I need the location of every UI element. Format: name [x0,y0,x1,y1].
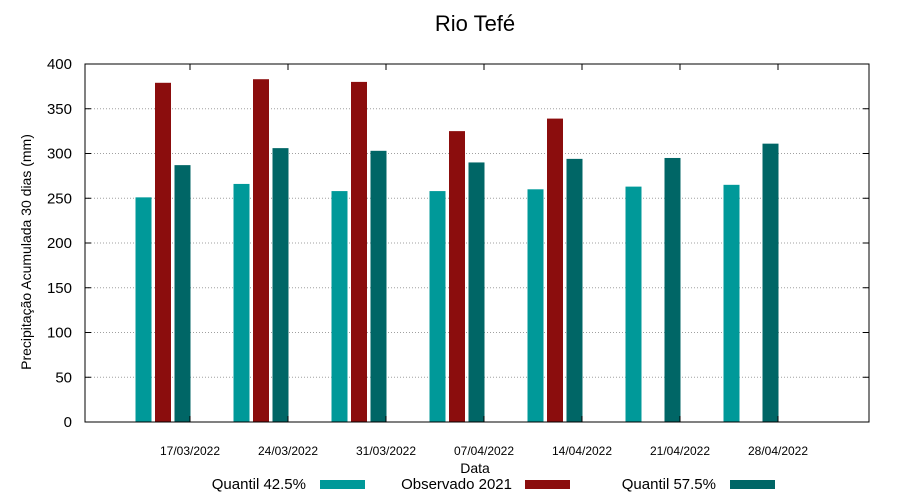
legend-label: Quantil 57.5% [622,476,716,493]
y-axis-label: Precipitação Acumulada 30 dias (mm) [18,134,34,370]
legend-swatch [525,480,570,489]
y-tick-label: 400 [47,56,72,73]
legend-swatch [320,480,365,489]
x-axis-label: Data [460,460,490,476]
bar-q425-5 [625,186,642,422]
legend-label: Quantil 42.5% [212,476,306,493]
bar-q425-4 [527,189,544,422]
y-tick-label: 150 [47,280,72,297]
bar-q425-0 [135,197,152,422]
bar-obs2021-3 [449,131,465,422]
y-tick-label: 200 [47,235,72,252]
y-tick-label: 250 [47,190,72,207]
chart-title: Rio Tefé [435,11,515,36]
legend-swatch [730,480,775,489]
y-tick-label: 0 [64,414,72,431]
bar-q575-5 [664,157,681,422]
legend: Quantil 42.5% Observado 2021 Quantil 57.5% [212,476,775,493]
bars [135,79,779,423]
bar-obs2021-2 [351,81,367,423]
bar-q575-2 [370,150,387,422]
x-tick-label: 28/04/2022 [748,444,808,458]
bar-q425-2 [331,191,348,422]
x-tick-label: 24/03/2022 [258,444,318,458]
bar-obs2021-1 [253,79,269,422]
y-tick-label: 100 [47,325,72,342]
x-tick-label: 17/03/2022 [160,444,220,458]
y-axis-ticks: 0 50 100 150 200 250 300 350 400 [47,56,869,431]
bar-q575-4 [566,158,583,422]
x-axis-ticks: 17/03/2022 24/03/2022 31/03/2022 07/04/2022… [160,64,808,458]
x-tick-label: 31/03/2022 [356,444,416,458]
bar-q575-6 [762,143,779,422]
bar-q575-0 [174,165,191,422]
x-tick-label: 07/04/2022 [454,444,514,458]
bar-obs2021-4 [547,118,563,422]
y-tick-label: 350 [47,101,72,118]
bar-q575-1 [272,148,289,422]
y-tick-label: 50 [55,369,72,386]
x-tick-label: 14/04/2022 [552,444,612,458]
bar-q425-1 [233,183,250,422]
bar-obs2021-0 [155,82,171,423]
bar-q425-6 [723,184,740,422]
y-tick-label: 300 [47,146,72,163]
bar-q575-3 [468,162,485,422]
bar-q425-3 [429,191,446,422]
x-tick-label: 21/04/2022 [650,444,710,458]
legend-label: Observado 2021 [401,476,512,493]
